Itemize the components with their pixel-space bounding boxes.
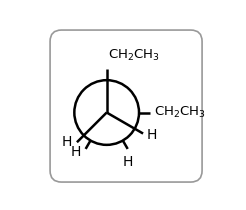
- Text: H: H: [147, 128, 157, 142]
- Text: H: H: [62, 135, 72, 149]
- Text: H: H: [70, 145, 81, 159]
- Text: $\mathregular{CH_2CH_3}$: $\mathregular{CH_2CH_3}$: [108, 48, 160, 63]
- Text: H: H: [123, 155, 133, 169]
- FancyBboxPatch shape: [50, 30, 202, 182]
- Text: $\mathregular{CH_2CH_3}$: $\mathregular{CH_2CH_3}$: [154, 105, 206, 120]
- Circle shape: [74, 80, 139, 145]
